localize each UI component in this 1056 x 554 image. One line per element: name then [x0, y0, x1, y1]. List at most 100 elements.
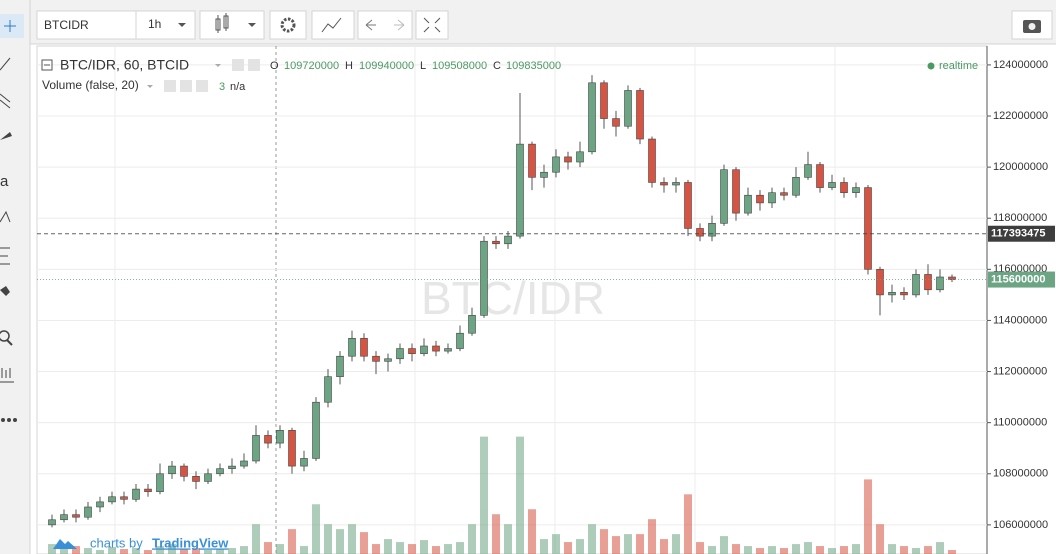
- volume-bar: [804, 542, 812, 554]
- candle-body: [444, 348, 452, 352]
- realtime-dot: [927, 62, 935, 70]
- y-tick-label: 114000000: [993, 314, 1047, 326]
- legend-settings[interactable]: [248, 59, 260, 71]
- volume-bar: [852, 544, 860, 554]
- volume-bar: [204, 550, 212, 554]
- prediction-tool[interactable]: [0, 247, 10, 265]
- volume-bar: [888, 544, 896, 554]
- volume-bar: [48, 544, 56, 554]
- volume-bar: [168, 544, 176, 554]
- candle-body: [600, 82, 608, 119]
- text-tool[interactable]: a: [0, 173, 9, 190]
- candle-body: [492, 240, 500, 245]
- interval[interactable]: 1h: [148, 17, 161, 31]
- volume-bar: [948, 550, 956, 554]
- legend-eye[interactable]: [232, 59, 244, 71]
- zoom-handle: [6, 339, 13, 346]
- candle-body: [168, 465, 176, 475]
- volume-bar: [72, 546, 80, 554]
- y-tick-label: 120000000: [993, 161, 1048, 173]
- candle-body: [564, 156, 572, 163]
- volume-bar: [228, 548, 236, 554]
- volume-bar: [900, 546, 908, 554]
- candle-body: [156, 473, 164, 492]
- fullscreen-button[interactable]: [415, 10, 449, 40]
- zoom-tool[interactable]: [0, 330, 10, 342]
- volume-settings[interactable]: [180, 80, 192, 92]
- volume-bar: [396, 542, 404, 554]
- volume-bar: [576, 539, 584, 554]
- volume-bar: [384, 539, 392, 554]
- indicators-button[interactable]: [311, 10, 355, 40]
- footer-brand[interactable]: TradingView: [152, 535, 229, 550]
- volume-bar: [732, 544, 740, 554]
- chart-style-button[interactable]: [199, 10, 265, 40]
- volume-bar: [552, 534, 560, 554]
- volume-bar: [516, 436, 524, 554]
- measure-tool[interactable]: [0, 368, 14, 383]
- candle-body: [348, 338, 356, 357]
- volume-remove[interactable]: [196, 80, 208, 92]
- candle-body: [84, 506, 92, 518]
- volume-value: 3: [219, 81, 225, 93]
- volume-bar: [432, 546, 440, 554]
- candle-body: [144, 488, 152, 492]
- price-label-bg: [988, 271, 1055, 288]
- candle-body: [864, 187, 872, 270]
- fib-tool[interactable]: [0, 93, 11, 109]
- symbol-box[interactable]: [36, 10, 196, 40]
- candle-body: [744, 194, 752, 214]
- volume-bar: [360, 532, 368, 554]
- watermark: BTC/IDR: [421, 272, 605, 324]
- more-tools[interactable]: [1, 418, 17, 422]
- candle-body: [540, 171, 548, 178]
- candle-body: [48, 519, 56, 526]
- volume-bar: [828, 548, 836, 554]
- volume-bar: [252, 524, 260, 554]
- low-label: L: [420, 60, 426, 72]
- low-value: 109508000: [432, 60, 487, 72]
- candle-body: [852, 187, 860, 193]
- volume-eye[interactable]: [164, 80, 176, 92]
- symbol[interactable]: BTCIDR: [44, 18, 89, 32]
- volume-dropdown[interactable]: [147, 85, 153, 88]
- y-tick-label: 112000000: [993, 365, 1047, 377]
- pattern-tool[interactable]: [0, 210, 11, 223]
- volume-bar: [132, 548, 140, 554]
- settings-button[interactable]: [269, 10, 307, 40]
- brush-tool[interactable]: [0, 132, 12, 140]
- candle-body: [204, 473, 212, 482]
- screenshot-button[interactable]: [1011, 10, 1053, 40]
- candle-body: [528, 143, 536, 178]
- candle-body: [708, 223, 716, 237]
- candle-body: [180, 465, 188, 477]
- volume-bar: [264, 542, 272, 554]
- candle-body: [96, 501, 104, 508]
- volume-bar: [864, 479, 872, 554]
- volume-bar: [96, 550, 104, 554]
- volume-na: n/a: [230, 81, 246, 93]
- shapes-tool[interactable]: [0, 286, 10, 296]
- line-tool[interactable]: [0, 57, 11, 71]
- volume-bar: [60, 549, 68, 554]
- candles: [48, 75, 956, 528]
- vertical-grid: [114, 46, 836, 554]
- close-label: C: [493, 60, 501, 72]
- collapse-icon[interactable]: [41, 59, 53, 71]
- volume-bar: [120, 549, 128, 554]
- candle-body: [372, 355, 380, 362]
- title-dropdown[interactable]: [215, 64, 221, 67]
- volume-bar: [612, 536, 620, 554]
- volume-bar: [672, 534, 680, 554]
- style-dropdown[interactable]: [248, 23, 256, 27]
- indicators-icon: [321, 17, 342, 33]
- volume-bar: [684, 494, 692, 554]
- candle-body: [552, 156, 560, 173]
- candle-body: [696, 228, 704, 237]
- candle-body: [720, 169, 728, 224]
- interval-dropdown[interactable]: [178, 23, 186, 27]
- candle-body: [516, 143, 524, 237]
- price-label: 117393475: [991, 228, 1045, 240]
- volume-bar: [624, 534, 632, 554]
- candle-body: [420, 345, 428, 354]
